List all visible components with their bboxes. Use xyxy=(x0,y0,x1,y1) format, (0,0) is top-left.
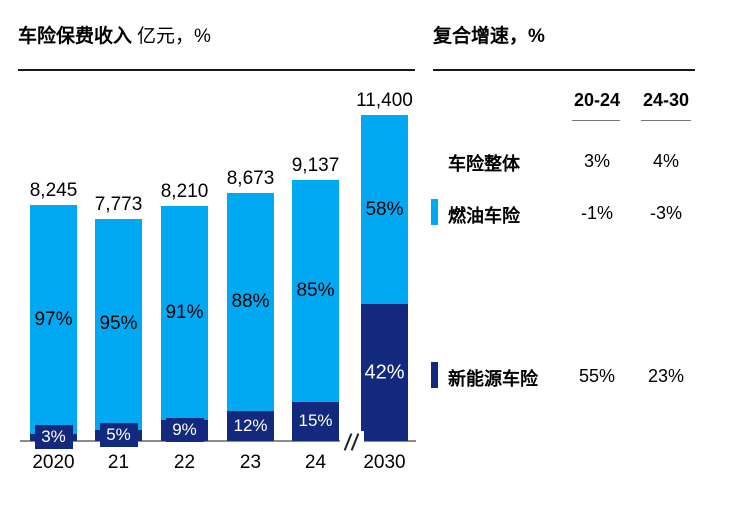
fuel-percent-label: 58% xyxy=(365,198,404,220)
growth-table-title: 复合增速，% xyxy=(433,26,545,47)
bar-nev-segment: 15% xyxy=(292,401,339,441)
fuel-series-marker xyxy=(431,199,438,225)
bar-fuel-segment: 58% xyxy=(361,115,408,305)
total-cagr-24-30: 4% xyxy=(652,151,679,171)
nev-series-marker xyxy=(431,362,438,388)
chart-title: 车险保费收入 亿元，% xyxy=(18,26,211,49)
bar-nev-segment: 3% xyxy=(30,425,77,450)
bar-total-label: 8,210 xyxy=(160,181,209,203)
bar-fuel-segment: 85% xyxy=(292,179,339,402)
bar-total-label: 11,400 xyxy=(356,90,413,111)
bar-total-label: 8,245 xyxy=(29,180,78,202)
nev-percent-label: 5% xyxy=(99,423,138,448)
total-cagr-20-24: 3% xyxy=(583,151,610,171)
bar-nev-segment: 5% xyxy=(95,423,142,448)
table-row-fuel: 燃油车险 -1% -3% xyxy=(431,199,721,228)
row-label-total: 车险整体 xyxy=(448,154,520,174)
bar-2030: 58% 42% xyxy=(361,115,408,441)
nev-percent-label: 3% xyxy=(34,425,73,450)
col-header-20-24: 20-24 xyxy=(573,90,621,110)
bar-21: 95% 5% xyxy=(95,218,142,448)
chart-title-main: 车险保费收入 xyxy=(18,26,133,47)
nev-percent-label: 12% xyxy=(228,414,273,439)
fuel-percent-label: 95% xyxy=(99,313,138,335)
x-axis-line xyxy=(20,440,416,442)
axis-break-mark xyxy=(340,431,364,453)
x-tick-label: 2030 xyxy=(363,452,406,473)
bar-fuel-segment: 97% xyxy=(30,205,77,434)
x-tick-label: 24 xyxy=(304,452,327,473)
bar-22: 91% 9% xyxy=(161,206,208,443)
bar-total-label: 7,773 xyxy=(94,193,143,215)
nev-cagr-24-30: 23% xyxy=(647,366,685,386)
x-tick-label: 22 xyxy=(173,452,196,473)
row-label-fuel: 燃油车险 xyxy=(448,206,520,226)
right-title-divider xyxy=(433,69,695,71)
fuel-cagr-24-30: -3% xyxy=(649,203,682,223)
x-tick-label: 21 xyxy=(107,452,130,473)
bar-fuel-segment: 88% xyxy=(227,192,274,412)
nev-cagr-20-24: 55% xyxy=(578,366,616,386)
bar-24: 85% 15% xyxy=(292,179,339,441)
nev-percent-label: 42% xyxy=(364,361,405,384)
bar-fuel-segment: 95% xyxy=(95,218,142,430)
fuel-percent-label: 88% xyxy=(231,291,270,313)
col-header-underline xyxy=(572,120,620,121)
fuel-cagr-20-24: -1% xyxy=(580,203,613,223)
fuel-percent-label: 97% xyxy=(34,308,73,330)
col-header-24-30: 24-30 xyxy=(642,90,690,110)
nev-percent-label: 9% xyxy=(165,418,204,443)
bar-total-label: 8,673 xyxy=(226,167,275,189)
table-row-nev: 新能源车险 55% 23% xyxy=(431,362,721,391)
nev-percent-label: 15% xyxy=(293,409,338,434)
table-row-total: 车险整体 3% 4% xyxy=(431,150,721,176)
x-tick-label: 2020 xyxy=(32,452,75,473)
col-header-underline xyxy=(641,120,691,121)
left-title-divider xyxy=(18,69,415,71)
row-label-nev: 新能源车险 xyxy=(448,369,538,389)
fuel-percent-label: 91% xyxy=(165,302,204,324)
bar-nev-segment: 9% xyxy=(161,418,208,443)
bar-total-label: 9,137 xyxy=(291,154,340,176)
fuel-percent-label: 85% xyxy=(296,279,335,301)
bar-fuel-segment: 91% xyxy=(161,206,208,420)
bar-nev-segment: 12% xyxy=(227,411,274,441)
x-tick-label: 23 xyxy=(239,452,262,473)
bar-nev-segment: 42% xyxy=(361,304,408,441)
axis-break-slash xyxy=(350,433,360,451)
bar-2020: 97% 3% xyxy=(30,205,77,450)
chart-title-unit: 亿元，% xyxy=(137,26,211,47)
bar-23: 88% 12% xyxy=(227,192,274,441)
